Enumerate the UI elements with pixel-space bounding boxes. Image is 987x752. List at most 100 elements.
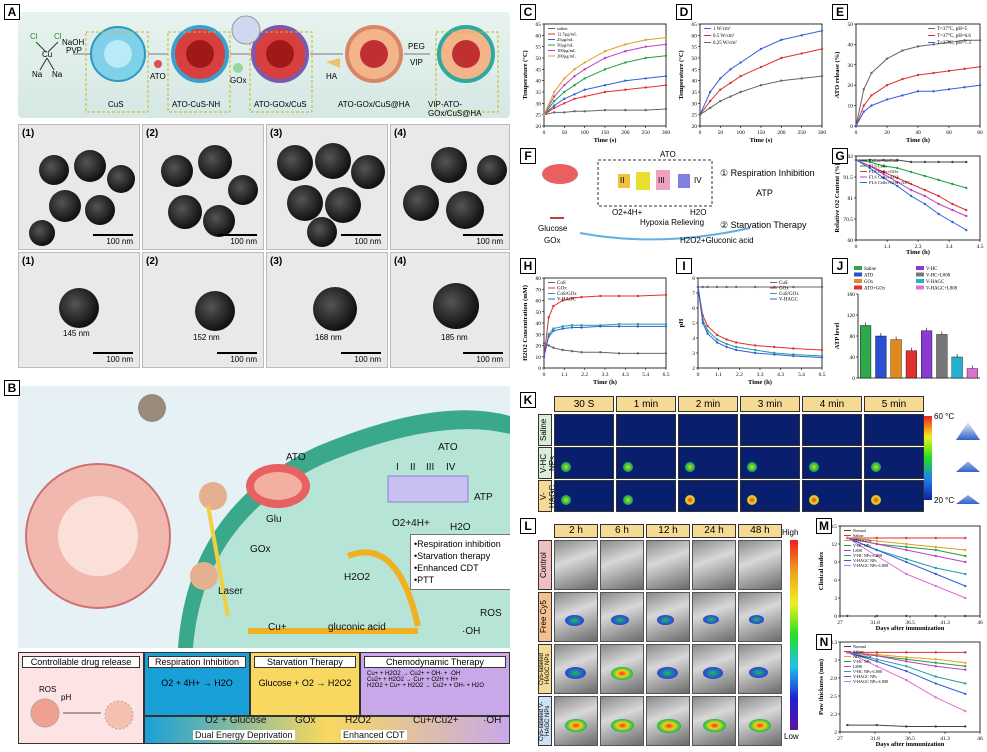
y-tick-label: 3.3 bbox=[830, 640, 837, 646]
data-point bbox=[964, 596, 967, 600]
thermal-image bbox=[864, 480, 924, 512]
k-row-label: V-HAGC NPs bbox=[538, 480, 566, 512]
data-point bbox=[698, 113, 702, 116]
scale-bar-label: 100 nm bbox=[230, 237, 257, 246]
particle-size: 152 nm bbox=[193, 333, 220, 342]
data-point bbox=[547, 333, 550, 336]
data-point bbox=[561, 348, 564, 352]
fluorescence-signal bbox=[703, 615, 719, 625]
panel-m: M 27 31.8 36.5 41.3 46 0 3 6 9 12 15 Days after imm… bbox=[816, 518, 984, 632]
fluorescence-signal bbox=[749, 667, 768, 678]
bar bbox=[921, 330, 933, 379]
data-point bbox=[552, 329, 555, 333]
data-point bbox=[875, 539, 879, 543]
panel-f-svg bbox=[542, 159, 751, 241]
mechanism-svg bbox=[25, 394, 510, 648]
k-time-header: 2 min bbox=[678, 396, 738, 412]
y-tick-label: 102 bbox=[845, 154, 854, 160]
fluorescence-signal bbox=[611, 615, 629, 626]
series-line bbox=[543, 325, 666, 357]
precursor-na-2: Na bbox=[52, 70, 63, 79]
drug-release-box: Controllable drug release ROS pH bbox=[18, 652, 144, 744]
starvation-title: Starvation Therapy bbox=[254, 656, 356, 668]
heat-spot bbox=[561, 495, 571, 505]
data-point bbox=[603, 90, 607, 94]
drug-release-title: Controllable drug release bbox=[22, 656, 140, 668]
data-point bbox=[636, 322, 640, 326]
k-time-header: 30 S bbox=[554, 396, 614, 412]
x-tick-label: 2.2 bbox=[581, 372, 588, 378]
data-point bbox=[696, 285, 700, 289]
data-point bbox=[963, 39, 966, 42]
respiration-box: Respiration Inhibition O2 + 4H+ → H2O bbox=[144, 652, 250, 716]
f-h2o: H2O bbox=[690, 208, 707, 217]
thermal-image bbox=[864, 414, 924, 446]
data-point bbox=[901, 49, 904, 52]
h2o-label: H2O bbox=[450, 522, 471, 533]
data-point bbox=[664, 322, 668, 326]
thermal-image bbox=[616, 447, 676, 479]
data-point bbox=[701, 285, 704, 289]
y-tick-label: 15 bbox=[832, 524, 838, 530]
data-point bbox=[800, 77, 803, 80]
legend-swatch bbox=[916, 272, 924, 277]
data-point bbox=[800, 52, 803, 55]
y-axis-label: ATP level bbox=[834, 323, 841, 350]
data-point bbox=[719, 99, 722, 103]
data-point bbox=[599, 351, 602, 354]
data-point bbox=[708, 90, 712, 94]
x-tick-label: 5.4 bbox=[798, 372, 805, 378]
ph-trigger: pH bbox=[61, 693, 72, 702]
fluorescence-image bbox=[646, 540, 690, 590]
x-tick-label: 300 bbox=[662, 130, 670, 136]
x-tick-label: 40 bbox=[915, 130, 921, 136]
bar bbox=[936, 334, 948, 379]
complex-i: I bbox=[396, 462, 399, 473]
data-point bbox=[875, 651, 879, 654]
data-point bbox=[729, 81, 732, 85]
f-glucose: Glucose bbox=[538, 224, 568, 233]
y-tick-label: 0 bbox=[852, 376, 855, 382]
panel-d: D 0 50 100 150 200 250 300 20 25 30 35 40 45 50 55 60 65… bbox=[676, 4, 826, 144]
data-point bbox=[542, 342, 546, 345]
data-point bbox=[964, 668, 967, 671]
fluorescence-signal bbox=[611, 719, 634, 733]
data-point bbox=[934, 665, 937, 668]
legend-entry: V-HAGC NPs bbox=[853, 674, 877, 679]
series-line bbox=[697, 286, 823, 357]
fluorescence-signal bbox=[749, 615, 764, 624]
x-tick-label: 0 bbox=[699, 130, 702, 136]
tem-single-1: (1) 145 nm 100 nm bbox=[18, 252, 140, 368]
thermal-image bbox=[740, 447, 800, 479]
k-scale-bottom: 20 °C bbox=[934, 496, 955, 505]
k-3d-plot-1 bbox=[956, 422, 980, 440]
data-point bbox=[754, 351, 757, 355]
chart-h-svg: 0 1.1 2.2 3.3 4.3 5.4 6.5 0 10 20 30 40 50 60 70 80 Time… bbox=[522, 276, 670, 386]
data-point bbox=[573, 84, 576, 87]
data-point bbox=[820, 74, 824, 78]
panel-c-label: C bbox=[520, 4, 536, 20]
data-point bbox=[644, 77, 647, 80]
data-point bbox=[951, 160, 954, 164]
oh-cascade: ·OH bbox=[483, 715, 502, 726]
fluorescence-signal bbox=[565, 719, 587, 732]
legend-entry: Saline bbox=[853, 649, 864, 654]
series-line bbox=[543, 342, 666, 354]
glu-label: Glu bbox=[266, 514, 282, 525]
scale-bar-label: 100 nm bbox=[354, 355, 381, 364]
data-point bbox=[905, 678, 908, 682]
data-point bbox=[719, 77, 722, 80]
legend-swatch bbox=[854, 285, 862, 290]
data-point bbox=[978, 39, 982, 42]
legend-entry: L808 bbox=[853, 664, 862, 669]
x-tick-label: 2.2 bbox=[736, 372, 743, 378]
y-axis-label: pH bbox=[678, 319, 685, 328]
data-point bbox=[780, 56, 783, 60]
y-axis-label: H2O2 Concentration (mM) bbox=[522, 285, 529, 361]
series-line bbox=[697, 286, 823, 358]
gox-label: GOx bbox=[250, 544, 271, 555]
x-tick-label: 250 bbox=[642, 130, 651, 136]
legend-entry: V-HC NPs+L808 bbox=[853, 669, 882, 674]
y-tick-label: 40 bbox=[536, 321, 542, 327]
y-tick-label: 6 bbox=[834, 578, 837, 584]
